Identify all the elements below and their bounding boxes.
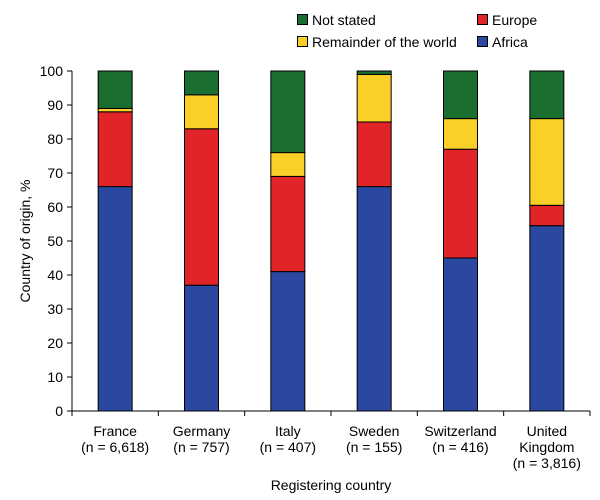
y-tick-label-0: 0 — [55, 403, 63, 419]
bar-segment-europe-1 — [184, 128, 219, 286]
x-tick-label-line: (n = 6,618) — [81, 439, 149, 455]
x-tick-label-3: Sweden (n = 155) — [346, 423, 402, 455]
bar-segment-remainder-of-the-world-4 — [443, 118, 478, 150]
x-tick-label-1: Germany (n = 757) — [173, 423, 231, 455]
bar-segment-not-stated-0 — [97, 70, 133, 109]
legend-swatch-remainder — [297, 36, 308, 47]
y-tick-label-10: 10 — [47, 369, 63, 385]
bar-segment-europe-0 — [97, 111, 133, 188]
bar-segment-africa-2 — [270, 271, 306, 412]
y-tick-label-30: 30 — [47, 301, 63, 317]
x-tick-label-line: Switzerland — [424, 423, 496, 439]
bar-segment-remainder-of-the-world-1 — [184, 94, 219, 130]
bar-segment-remainder-of-the-world-5 — [529, 118, 565, 206]
y-tick-label-20: 20 — [47, 335, 63, 351]
x-tick-label-line: (n = 407) — [260, 439, 316, 455]
bar-segment-not-stated-4 — [443, 70, 478, 120]
legend: Not stated Europe Remainder of the world… — [0, 0, 600, 60]
legend-label-europe: Europe — [492, 12, 538, 28]
bar-segment-europe-4 — [443, 148, 478, 259]
legend-swatch-africa — [477, 36, 488, 47]
bar-segment-remainder-of-the-world-3 — [356, 73, 392, 123]
x-tick-label-line: (n = 416) — [432, 439, 488, 455]
x-tick-label-5: United Kingdom (n = 3,816) — [513, 423, 581, 471]
x-tick-label-line: (n = 155) — [346, 439, 402, 455]
y-tick-label-40: 40 — [47, 267, 63, 283]
bar-segment-not-stated-1 — [184, 70, 219, 96]
bar-segment-not-stated-5 — [529, 70, 565, 120]
legend-label-remainder: Remainder of the world — [312, 34, 457, 50]
bar-segment-europe-5 — [529, 204, 565, 227]
bar-segment-africa-3 — [356, 186, 392, 412]
x-tick-label-line: Germany — [173, 423, 231, 439]
x-tick-label-line: United — [527, 423, 567, 439]
legend-swatch-europe — [477, 14, 488, 25]
bar-segment-not-stated-3 — [356, 70, 392, 75]
bar-segment-africa-4 — [443, 257, 478, 412]
bar-segment-africa-1 — [184, 284, 219, 412]
bar-segment-not-stated-2 — [270, 70, 306, 154]
bar-segment-remainder-of-the-world-2 — [270, 152, 306, 177]
x-tick-label-4: Switzerland (n = 416) — [424, 423, 496, 455]
x-tick-label-2: Italy (n = 407) — [260, 423, 316, 455]
bar-segment-remainder-of-the-world-0 — [97, 107, 133, 113]
legend-swatch-not-stated — [297, 14, 308, 25]
bar-segment-europe-2 — [270, 175, 306, 273]
x-tick-label-line: Kingdom — [519, 439, 574, 455]
bar-segment-europe-3 — [356, 121, 392, 188]
x-axis-title: Registering country — [271, 477, 392, 493]
y-tick-label-80: 80 — [47, 131, 63, 147]
x-tick-label-line: Sweden — [349, 423, 400, 439]
x-tick-label-0: France (n = 6,618) — [81, 423, 149, 455]
x-tick-label-line: France — [93, 423, 137, 439]
bar-segment-africa-0 — [97, 186, 133, 412]
y-axis-title: Country of origin, % — [17, 180, 33, 303]
y-tick-label-100: 100 — [40, 63, 64, 79]
legend-label-not-stated: Not stated — [312, 12, 376, 28]
x-tick-label-line: (n = 757) — [173, 439, 229, 455]
bar-segment-africa-5 — [529, 225, 565, 412]
x-tick-label-line: (n = 3,816) — [513, 455, 581, 471]
y-tick-label-70: 70 — [47, 165, 63, 181]
y-tick-label-60: 60 — [47, 199, 63, 215]
y-tick-label-90: 90 — [47, 97, 63, 113]
x-tick-label-line: Italy — [275, 423, 301, 439]
y-tick-label-50: 50 — [47, 233, 63, 249]
legend-label-africa: Africa — [492, 34, 528, 50]
